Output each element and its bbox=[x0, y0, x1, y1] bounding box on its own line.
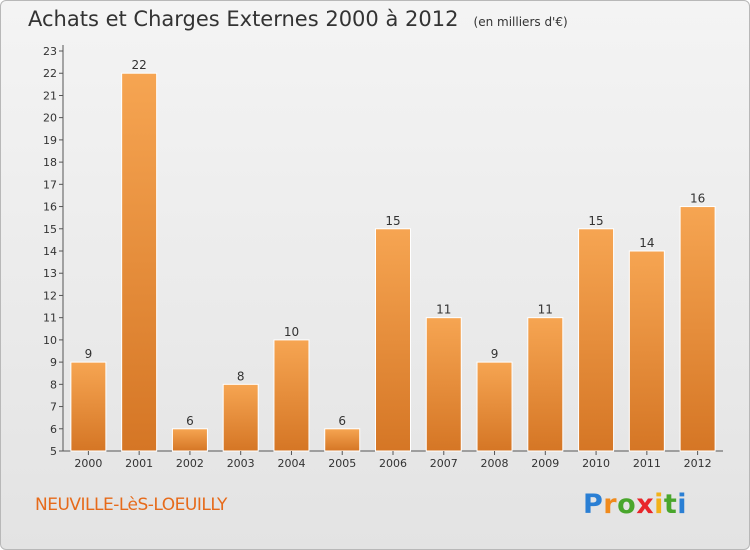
y-tick-label: 16 bbox=[43, 201, 57, 214]
y-tick-label: 6 bbox=[50, 423, 57, 436]
y-tick-label: 23 bbox=[43, 45, 57, 58]
y-tick-label: 10 bbox=[43, 334, 57, 347]
logo-letter: o bbox=[617, 489, 637, 520]
logo-letter: r bbox=[603, 489, 618, 520]
y-tick-label: 15 bbox=[43, 223, 57, 236]
logo-letter: x bbox=[636, 489, 655, 520]
bar bbox=[324, 428, 361, 452]
data-label: 15 bbox=[588, 214, 603, 228]
data-label: 11 bbox=[436, 303, 451, 317]
bar bbox=[273, 339, 310, 452]
bar bbox=[171, 428, 208, 452]
y-tick-label: 9 bbox=[50, 356, 57, 369]
bar bbox=[476, 361, 513, 452]
chart-title: Achats et Charges Externes 2000 à 2012 bbox=[28, 7, 459, 31]
x-tick-label: 2001 bbox=[125, 457, 153, 470]
logo-letter: i bbox=[677, 489, 688, 520]
x-tick-label: 2009 bbox=[531, 457, 559, 470]
city-name: NEUVILLE-LèS-LOEUILLY bbox=[35, 495, 227, 515]
data-label: 11 bbox=[538, 303, 553, 317]
y-tick-label: 7 bbox=[50, 401, 57, 414]
y-tick-label: 17 bbox=[43, 178, 57, 191]
data-label: 14 bbox=[639, 236, 654, 250]
x-tick-label: 2000 bbox=[74, 457, 102, 470]
x-tick-label: 2006 bbox=[379, 457, 407, 470]
bar bbox=[222, 383, 259, 452]
y-tick-label: 11 bbox=[43, 312, 57, 325]
data-label: 22 bbox=[132, 58, 147, 72]
x-tick-label: 2011 bbox=[633, 457, 661, 470]
x-tick-label: 2010 bbox=[582, 457, 610, 470]
y-tick-label: 19 bbox=[43, 134, 57, 147]
x-tick-label: 2004 bbox=[277, 457, 305, 470]
bar bbox=[70, 361, 107, 452]
bar bbox=[121, 72, 158, 452]
chart-title-block: Achats et Charges Externes 2000 à 2012 (… bbox=[28, 7, 568, 31]
x-tick-label: 2002 bbox=[176, 457, 204, 470]
y-tick-label: 20 bbox=[43, 112, 57, 125]
y-tick-label: 21 bbox=[43, 89, 57, 102]
bar bbox=[425, 317, 462, 452]
data-label: 16 bbox=[690, 192, 705, 206]
y-tick-label: 13 bbox=[43, 267, 57, 280]
x-tick-label: 2003 bbox=[227, 457, 255, 470]
x-tick-label: 2012 bbox=[684, 457, 712, 470]
bar bbox=[578, 228, 615, 452]
y-tick-label: 12 bbox=[43, 289, 57, 302]
logo-letter: P bbox=[583, 489, 604, 520]
proxiti-logo: Proxiti bbox=[583, 489, 687, 520]
bar bbox=[679, 206, 716, 452]
bar bbox=[375, 228, 411, 452]
data-label: 9 bbox=[85, 347, 93, 361]
data-label: 8 bbox=[237, 369, 245, 383]
y-tick-label: 14 bbox=[43, 245, 57, 258]
x-tick-label: 2007 bbox=[430, 457, 458, 470]
data-label: 15 bbox=[385, 214, 400, 228]
bar bbox=[628, 250, 665, 452]
logo-letter: t bbox=[663, 489, 678, 520]
data-label: 6 bbox=[338, 414, 346, 428]
x-tick-label: 2008 bbox=[481, 457, 509, 470]
y-tick-label: 22 bbox=[43, 67, 57, 80]
logo-letter: i bbox=[654, 489, 664, 520]
data-label: 9 bbox=[491, 347, 499, 361]
data-label: 10 bbox=[284, 325, 299, 339]
data-label: 6 bbox=[186, 414, 194, 428]
y-tick-label: 8 bbox=[50, 378, 57, 391]
bar bbox=[527, 317, 564, 452]
y-tick-label: 5 bbox=[50, 445, 57, 458]
chart-unit: (en milliers d'€) bbox=[473, 15, 568, 29]
x-tick-label: 2005 bbox=[328, 457, 356, 470]
y-tick-label: 18 bbox=[43, 156, 57, 169]
